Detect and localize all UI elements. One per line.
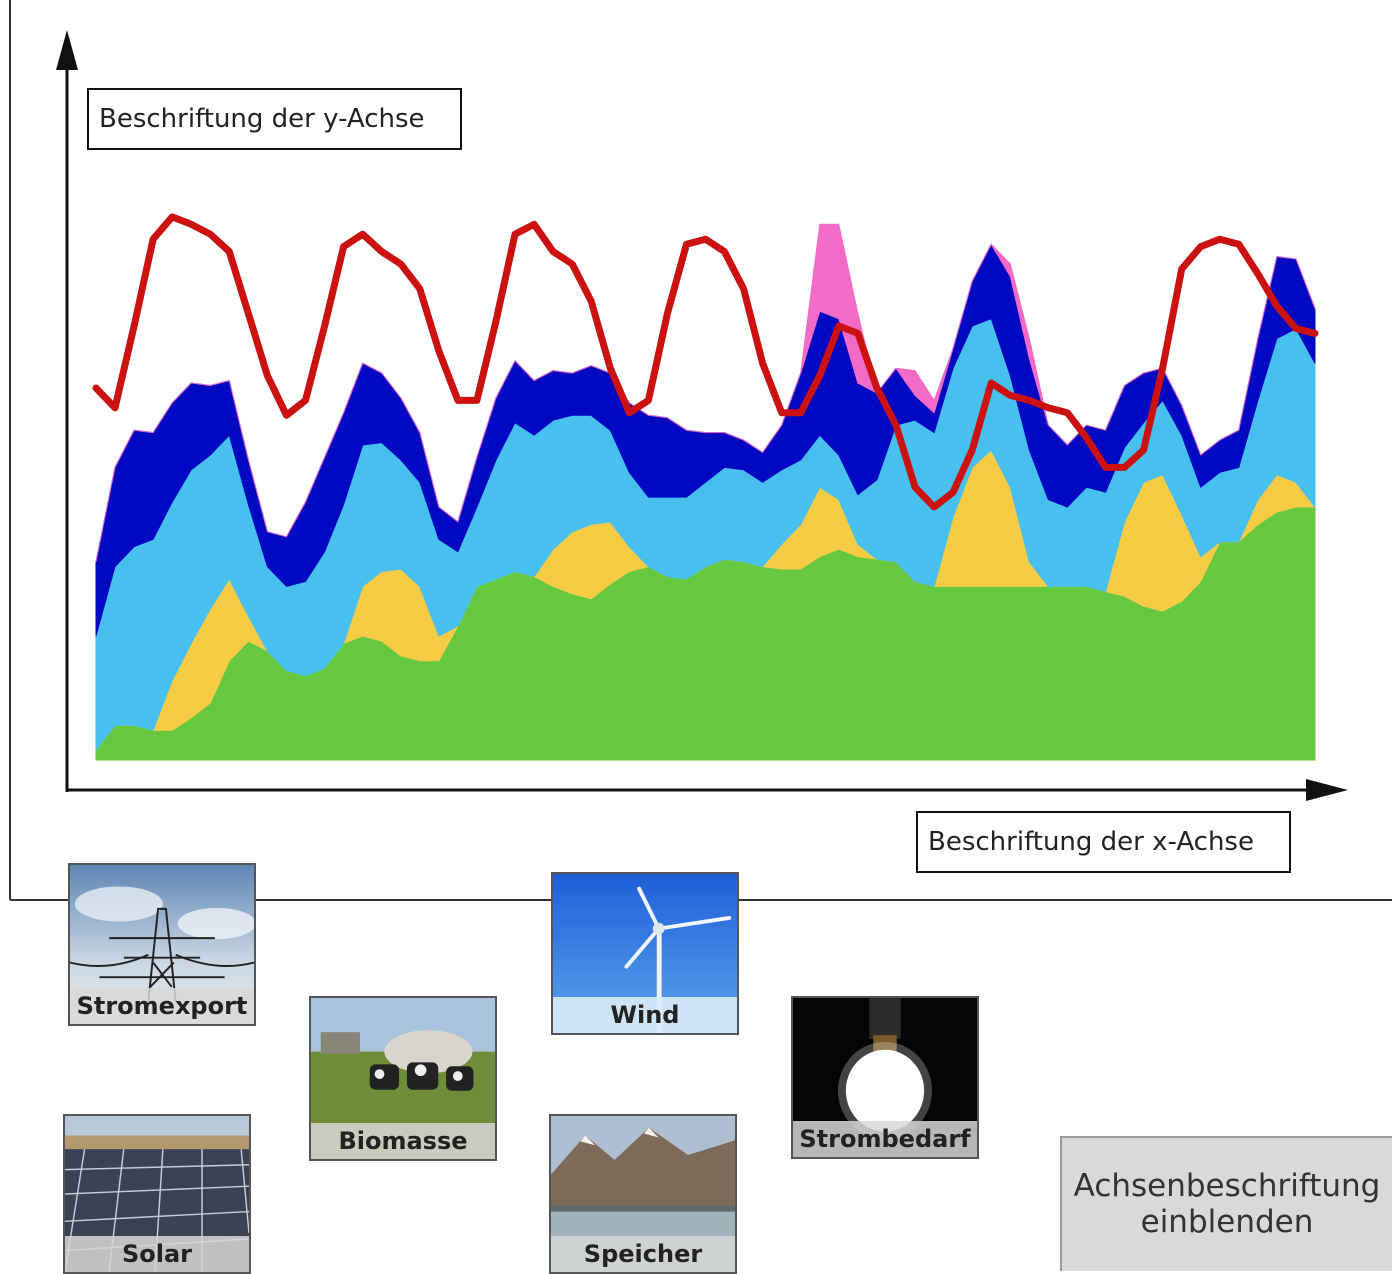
line-series-strombedarf bbox=[92, 213, 1319, 511]
y-axis-label[interactable]: Beschriftung der y-Achse bbox=[87, 88, 462, 150]
card-biomasse[interactable]: Biomasse bbox=[309, 996, 497, 1161]
card-label: Solar bbox=[65, 1236, 249, 1272]
card-label: Wind bbox=[553, 997, 737, 1033]
area-series-stromexport bbox=[95, 223, 1316, 563]
series-group bbox=[95, 223, 1316, 761]
card-wind[interactable]: Wind bbox=[551, 872, 739, 1035]
x-axis-label[interactable]: Beschriftung der x-Achse bbox=[916, 811, 1291, 873]
card-label: Biomasse bbox=[311, 1123, 495, 1159]
card-stromexport[interactable]: Stromexport bbox=[68, 863, 256, 1026]
toggle-axis-labels-button[interactable]: Achsenbeschriftung einblenden bbox=[1060, 1136, 1392, 1271]
y-axis-arrow-icon bbox=[56, 30, 78, 70]
card-label: Strombedarf bbox=[793, 1121, 977, 1157]
cows-biogas-icon bbox=[311, 998, 495, 1159]
card-label: Speicher bbox=[551, 1236, 735, 1272]
card-strombedarf[interactable]: Strombedarf bbox=[791, 996, 979, 1159]
demand-line-group bbox=[92, 213, 1319, 511]
card-solar[interactable]: Solar bbox=[63, 1114, 251, 1274]
x-axis-arrow-icon bbox=[1306, 779, 1348, 801]
button-label-line1: Achsenbeschriftung bbox=[1073, 1167, 1381, 1204]
card-speicher[interactable]: Speicher bbox=[549, 1114, 737, 1274]
card-label: Stromexport bbox=[70, 988, 254, 1024]
button-label-line2: einblenden bbox=[1140, 1203, 1314, 1240]
